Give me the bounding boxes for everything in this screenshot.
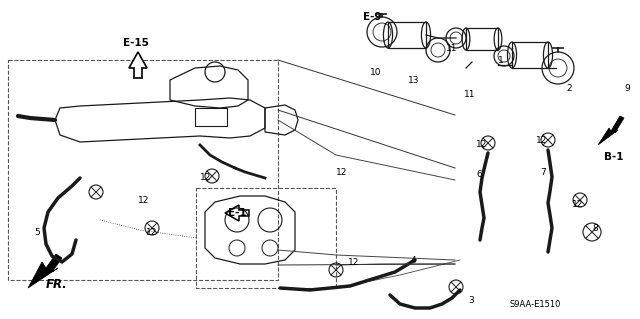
Bar (466, 28, 498, 50)
Text: 2: 2 (566, 84, 572, 93)
Text: 7: 7 (540, 168, 546, 177)
Text: FR.: FR. (46, 278, 68, 291)
Text: 12: 12 (348, 258, 360, 267)
Text: 13: 13 (408, 76, 419, 85)
Text: 6: 6 (476, 170, 482, 179)
Text: 12: 12 (536, 136, 547, 145)
Text: 9: 9 (624, 84, 630, 93)
Text: 3: 3 (468, 296, 474, 305)
Text: 11: 11 (464, 90, 476, 99)
Polygon shape (225, 205, 249, 221)
Text: B-1: B-1 (604, 152, 623, 162)
Polygon shape (129, 52, 147, 78)
Text: 11: 11 (446, 44, 458, 53)
Text: 12: 12 (138, 196, 149, 205)
Text: 8: 8 (592, 224, 598, 233)
Text: 12: 12 (200, 173, 211, 182)
Text: 12: 12 (336, 168, 348, 177)
Text: 1: 1 (498, 56, 504, 65)
Text: S9AA-E1510: S9AA-E1510 (510, 300, 561, 309)
Text: E-1: E-1 (228, 208, 246, 218)
Text: 12: 12 (146, 228, 157, 237)
Bar (388, 22, 426, 48)
Text: 5: 5 (34, 228, 40, 237)
Bar (512, 42, 548, 68)
Text: 10: 10 (370, 68, 381, 77)
Bar (195, 108, 227, 126)
Polygon shape (28, 254, 62, 288)
Text: 12: 12 (572, 200, 584, 209)
Text: 12: 12 (476, 140, 488, 149)
Polygon shape (598, 116, 624, 145)
Text: E-9: E-9 (363, 12, 381, 22)
Text: 4: 4 (411, 256, 417, 265)
Text: E-15: E-15 (123, 38, 149, 48)
